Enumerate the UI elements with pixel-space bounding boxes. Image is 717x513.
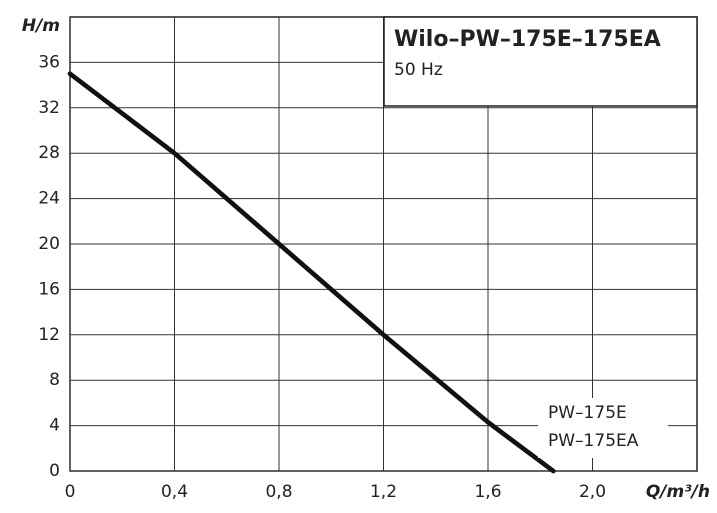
y-tick-label: 0 [49,461,60,481]
legend-entry: PW–175EA [548,431,639,451]
y-tick-label: 32 [38,98,60,118]
x-tick-label: 1,2 [370,482,397,502]
legend-entry: PW–175E [548,403,627,423]
chart-subtitle: 50 Hz [394,60,443,80]
y-tick-label: 4 [49,416,60,436]
y-tick-label: 16 [38,279,60,299]
y-tick-label: 24 [38,189,60,209]
title-box [383,16,698,107]
legend: PW–175E PW–175EA [548,403,639,451]
legend-box [538,398,668,458]
x-axis-label: Q/m³/h [646,482,710,502]
x-tick-label: 2,0 [579,482,606,502]
y-tick-label: 20 [38,234,60,254]
y-tick-label: 28 [38,143,60,163]
x-tick-label: 0 [65,482,76,502]
x-tick-label: 0,8 [265,482,292,502]
y-tick-label: 36 [38,52,60,72]
x-tick-label: 1,6 [474,482,501,502]
curve [67,71,556,474]
chart-title: Wilo–PW–175E–175EA [394,27,661,52]
x-tick-label: 0,4 [161,482,188,502]
y-axis-label: H/m [22,16,60,36]
y-tick-label: 8 [49,370,60,390]
y-tick-label: 12 [38,325,60,345]
lines [67,71,556,474]
